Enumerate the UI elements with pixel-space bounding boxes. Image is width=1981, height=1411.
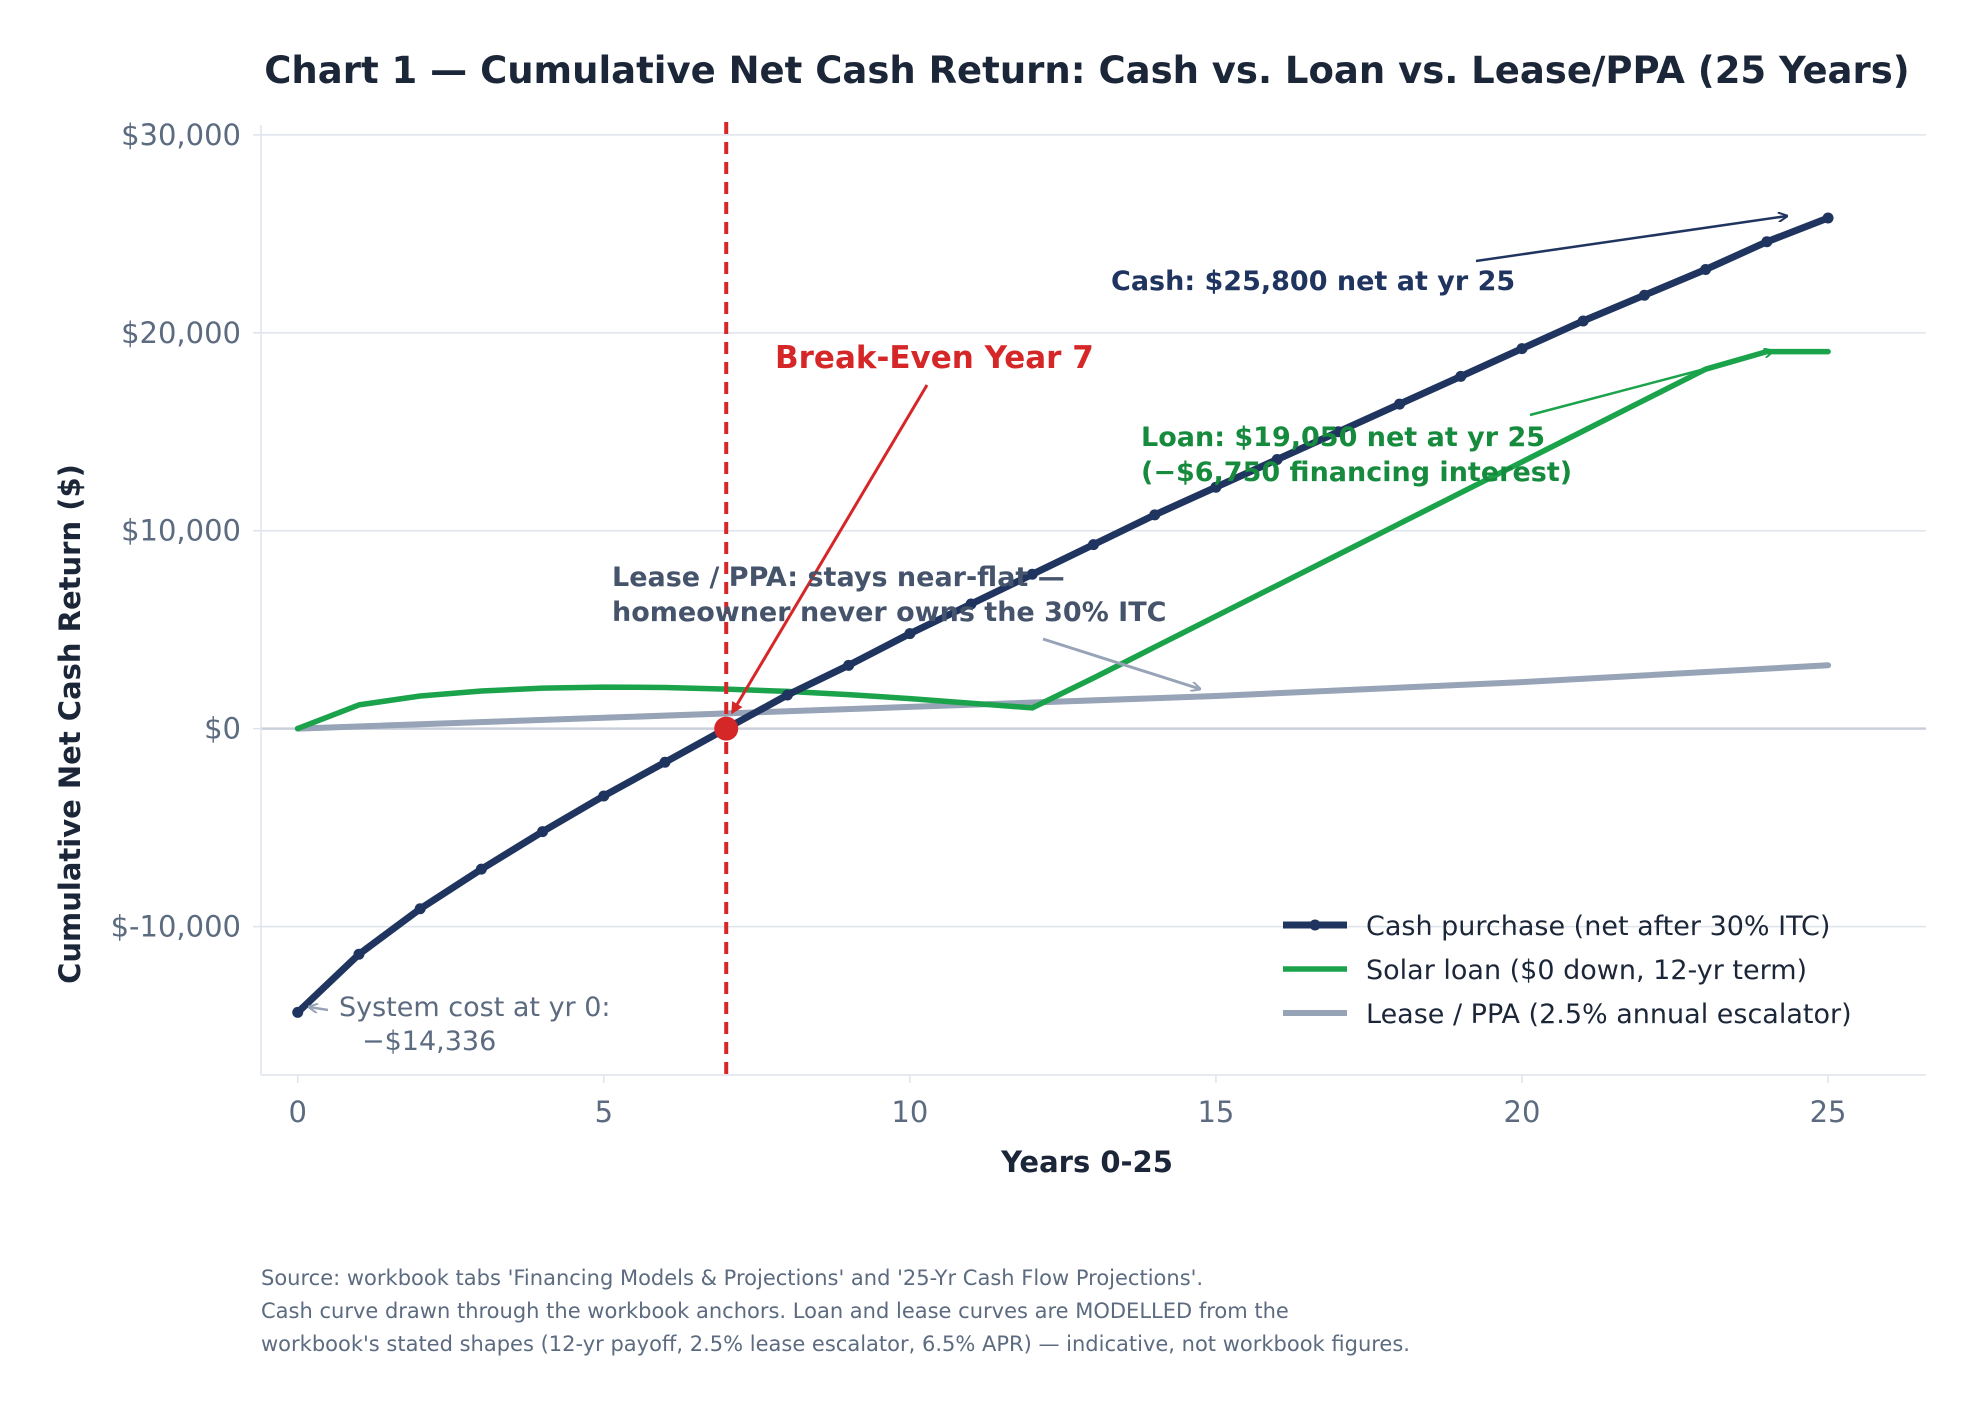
- data-point-cash: [1332, 426, 1344, 438]
- data-point-cash: [1210, 481, 1222, 493]
- data-point-cash: [598, 790, 610, 802]
- lease-annotation-line1: Lease / PPA: stays near-flat —: [612, 562, 1065, 593]
- data-point-cash: [475, 863, 487, 875]
- data-point-cash: [537, 826, 549, 838]
- data-point-cash: [292, 1006, 304, 1018]
- x-tick-label: 10: [891, 1095, 928, 1129]
- data-point-cash: [1149, 509, 1161, 521]
- data-point-cash: [1026, 568, 1038, 580]
- lease-annotation-line2: homeowner never owns the 30% ITC: [612, 597, 1166, 628]
- series-line-lease: [294, 662, 1832, 732]
- y-axis-label: Cumulative Net Cash Return ($): [53, 464, 87, 984]
- x-tick-label: 15: [1197, 1095, 1234, 1129]
- legend-label-loan: Solar loan ($0 down, 12-yr term): [1366, 955, 1807, 986]
- data-point-cash: [414, 903, 426, 915]
- y-axis-ticks: $-10,000 $0 $10,000 $20,000 $30,000: [111, 118, 261, 944]
- y-tick-label: $0: [204, 712, 241, 746]
- series-line-cash: [294, 214, 1832, 1016]
- data-point-cash: [1638, 289, 1650, 301]
- series-line-loan: [294, 348, 1831, 732]
- x-axis-label: Years 0-25: [1000, 1145, 1173, 1179]
- source-footnote: Source: workbook tabs 'Financing Models …: [261, 1262, 1410, 1361]
- legend-marker-cash: [1309, 919, 1321, 931]
- system-cost-line2: −$14,336: [362, 1026, 496, 1057]
- data-point-cash: [1577, 315, 1589, 327]
- annotations: Break-Even Year 7 Cash: $25,800 net at yr…: [309, 122, 1787, 1075]
- data-point-cash: [1455, 370, 1467, 382]
- y-tick-label: $-10,000: [111, 910, 241, 944]
- lease-annotation-arrow: [1042, 637, 1200, 689]
- x-tick-label: 0: [289, 1095, 307, 1129]
- breakeven-point: [714, 716, 739, 741]
- data-point-cash: [1088, 539, 1099, 551]
- chart-title: Chart 1 — Cumulative Net Cash Return: Ca…: [264, 49, 1909, 92]
- footnote-line-2: Cash curve drawn through the workbook an…: [261, 1299, 1289, 1323]
- y-tick-label: $10,000: [121, 514, 241, 548]
- series-lines: [292, 212, 1834, 1018]
- cash-annotation: Cash: $25,800 net at yr 25: [1111, 266, 1515, 297]
- loan-annotation-line1: Loan: $19,050 net at yr 25: [1141, 422, 1545, 453]
- loan-annotation-arrow: [1529, 351, 1773, 417]
- data-point-cash: [965, 598, 977, 610]
- cash-annotation-arrow: [1475, 216, 1787, 263]
- data-point-cash: [1271, 453, 1283, 465]
- y-tick-label: $30,000: [121, 118, 241, 152]
- data-point-cash: [1822, 212, 1834, 224]
- data-point-cash: [1516, 343, 1528, 355]
- footnote-line-1: Source: workbook tabs 'Financing Models …: [261, 1266, 1204, 1290]
- data-point-cash: [1700, 263, 1712, 275]
- x-tick-label: 20: [1504, 1095, 1541, 1129]
- legend-label-lease: Lease / PPA (2.5% annual escalator): [1366, 999, 1852, 1030]
- data-point-cash: [353, 948, 365, 960]
- data-point-cash: [659, 756, 671, 768]
- data-point-cash: [1761, 236, 1773, 248]
- legend: Cash purchase (net after 30% ITC) Solar l…: [1283, 911, 1852, 1030]
- breakeven-arrow: [730, 384, 929, 715]
- data-point-cash: [1394, 398, 1406, 410]
- system-cost-arrow: [309, 1007, 329, 1010]
- x-tick-label: 25: [1810, 1095, 1847, 1129]
- system-cost-line1: System cost at yr 0:: [339, 992, 611, 1023]
- plot-frame: [260, 125, 1926, 1076]
- x-axis-ticks: 0 5 10 15 20 25: [289, 1075, 1847, 1129]
- data-point-cash: [843, 659, 855, 671]
- data-point-cash: [781, 689, 793, 701]
- legend-label-cash: Cash purchase (net after 30% ITC): [1366, 911, 1830, 942]
- loan-annotation-line2: (−$6,750 financing interest): [1141, 457, 1572, 488]
- footnote-line-3: workbook's stated shapes (12-yr payoff, …: [261, 1332, 1410, 1356]
- gridlines: [261, 134, 1926, 928]
- x-tick-label: 5: [595, 1095, 613, 1129]
- breakeven-label: Break-Even Year 7: [775, 340, 1094, 376]
- y-tick-label: $20,000: [121, 316, 241, 350]
- data-point-cash: [904, 628, 916, 640]
